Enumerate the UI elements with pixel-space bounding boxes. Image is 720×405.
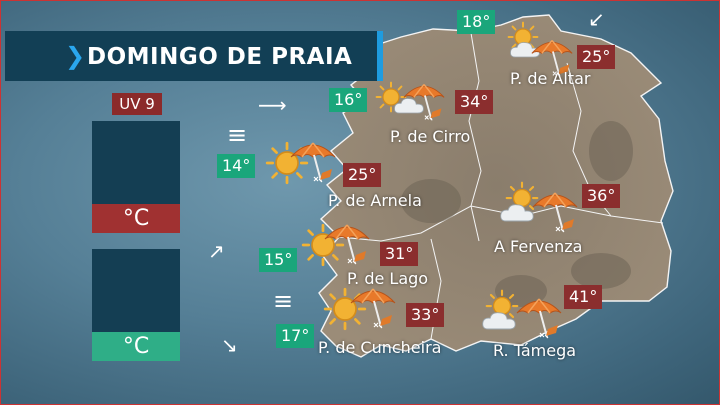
water-temperature-unit: °C (92, 332, 180, 361)
wind-arrow-icon: ⟶ (258, 93, 287, 117)
water-temp-arnela: 14° (217, 154, 256, 178)
air-temp-cirro: 34° (455, 90, 494, 114)
air-temperature-unit: °C (92, 204, 180, 233)
water-temp-cirro: 16° (329, 88, 368, 112)
water-temp-cuncheira: 17° (276, 324, 315, 348)
air-temp-arnela: 25° (343, 163, 382, 187)
weather-icon-arnela (265, 141, 337, 185)
place-label-altar: P. de Altar (510, 69, 591, 88)
place-label-arnela: P. de Arnela (328, 191, 422, 210)
air-temp-lago: 31° (380, 242, 419, 266)
wind-arrow-icon: ↙ (588, 7, 605, 31)
air-temperature-panel: °C (92, 121, 180, 233)
terrain-shading (401, 121, 633, 307)
wind-arrow-icon: ↘ (221, 333, 238, 357)
calm-wind-icon: ≡ (227, 121, 248, 149)
water-temperature-panel: °C (92, 249, 180, 361)
air-temp-altar: 25° (577, 45, 616, 69)
water-temp-lago: 15° (259, 248, 298, 272)
title-bar (5, 31, 377, 81)
place-label-lago: P. de Lago (347, 269, 429, 288)
place-label-tamega: R. Támega (493, 341, 577, 360)
water-temp-altar: 18° (457, 10, 496, 34)
calm-wind-icon: ≡ (273, 287, 294, 315)
chevron-right-icon: ❯ (65, 42, 86, 70)
place-label-cirro: P. de Cirro (390, 127, 471, 146)
wind-arrow-icon: ↗ (208, 239, 225, 263)
air-temp-fervenza: 36° (582, 184, 621, 208)
page-title: DOMINGO DE PRAIA (87, 44, 353, 70)
place-label-fervenza: A Fervenza (494, 237, 583, 256)
place-label-cuncheira: P. de Cuncheira (318, 338, 442, 357)
air-temp-tamega: 41° (564, 285, 603, 309)
uv-index-badge: UV 9 (112, 93, 162, 115)
air-temp-cuncheira: 33° (406, 303, 445, 327)
title-accent (377, 31, 383, 81)
